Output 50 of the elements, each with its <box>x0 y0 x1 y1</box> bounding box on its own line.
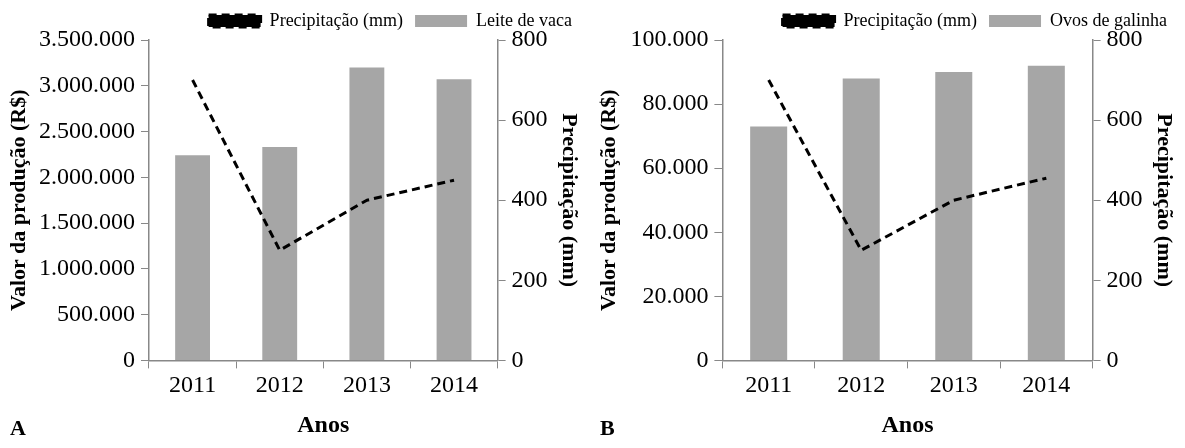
x-tick-label: 2014 <box>430 371 479 398</box>
y-tick-label: 80.000 <box>642 89 709 116</box>
y2-tick-label: 400 <box>1106 185 1143 212</box>
text: B <box>600 414 615 440</box>
x-tick-label: 2013 <box>929 371 978 398</box>
y-tick-label: 0 <box>696 345 709 372</box>
bar <box>935 72 973 360</box>
y2-tick-label: 200 <box>1106 265 1143 292</box>
y-tick-label: 20.000 <box>642 281 709 308</box>
text: A <box>10 414 26 440</box>
x-tick-label: 2014 <box>1022 371 1071 398</box>
bar <box>1027 65 1065 360</box>
y2-tick-label: 0 <box>1106 345 1119 372</box>
y-tick-label: 60.000 <box>642 153 709 180</box>
x-tick-label: 2011 <box>745 371 793 398</box>
y-tick-label: 2.000.000 <box>39 162 135 189</box>
legend-label: Precipitação (mm) <box>843 9 978 31</box>
x-axis-title: Anos <box>297 410 350 437</box>
y2-tick-label: 600 <box>511 105 548 132</box>
line-series <box>767 78 1048 252</box>
y2-axis-title: Precipitação (mm) <box>1153 113 1179 288</box>
y2-tick-label: 600 <box>1106 105 1143 132</box>
y-tick-label: 1.500.000 <box>39 208 135 235</box>
y-tick-label: 3.500.000 <box>39 25 135 52</box>
y2-axis-title: Precipitação (mm) <box>558 113 584 288</box>
y-axis-title: Valor da produção (R$) <box>594 89 620 311</box>
bar <box>262 147 298 360</box>
y2-tick-label: 0 <box>511 345 524 372</box>
x-tick-label: 2012 <box>837 371 886 398</box>
legend-label: Precipitação (mm) <box>269 9 404 31</box>
bar <box>842 78 880 360</box>
y-tick-label: 0 <box>123 345 135 372</box>
bar <box>349 67 385 360</box>
x-tick-label: 2011 <box>169 371 217 398</box>
y-axis-title: Valor da produção (R$) <box>4 89 30 311</box>
y-tick-label: 3.000.000 <box>39 71 135 98</box>
x-axis-title: Anos <box>881 410 934 437</box>
y2-tick-label: 200 <box>511 265 548 292</box>
line-series <box>191 78 456 252</box>
y-tick-label: 40.000 <box>642 217 709 244</box>
y-tick-label: 2.500.000 <box>39 116 135 143</box>
bar <box>750 126 788 360</box>
y-tick-label: 500.000 <box>57 299 135 326</box>
bar <box>436 79 472 360</box>
x-tick-label: 2013 <box>342 371 391 398</box>
y2-tick-label: 400 <box>511 185 548 212</box>
x-tick-label: 2012 <box>255 371 304 398</box>
bar <box>175 155 211 360</box>
y-tick-label: 1.000.000 <box>39 254 135 281</box>
y-tick-label: 100.000 <box>630 25 709 52</box>
